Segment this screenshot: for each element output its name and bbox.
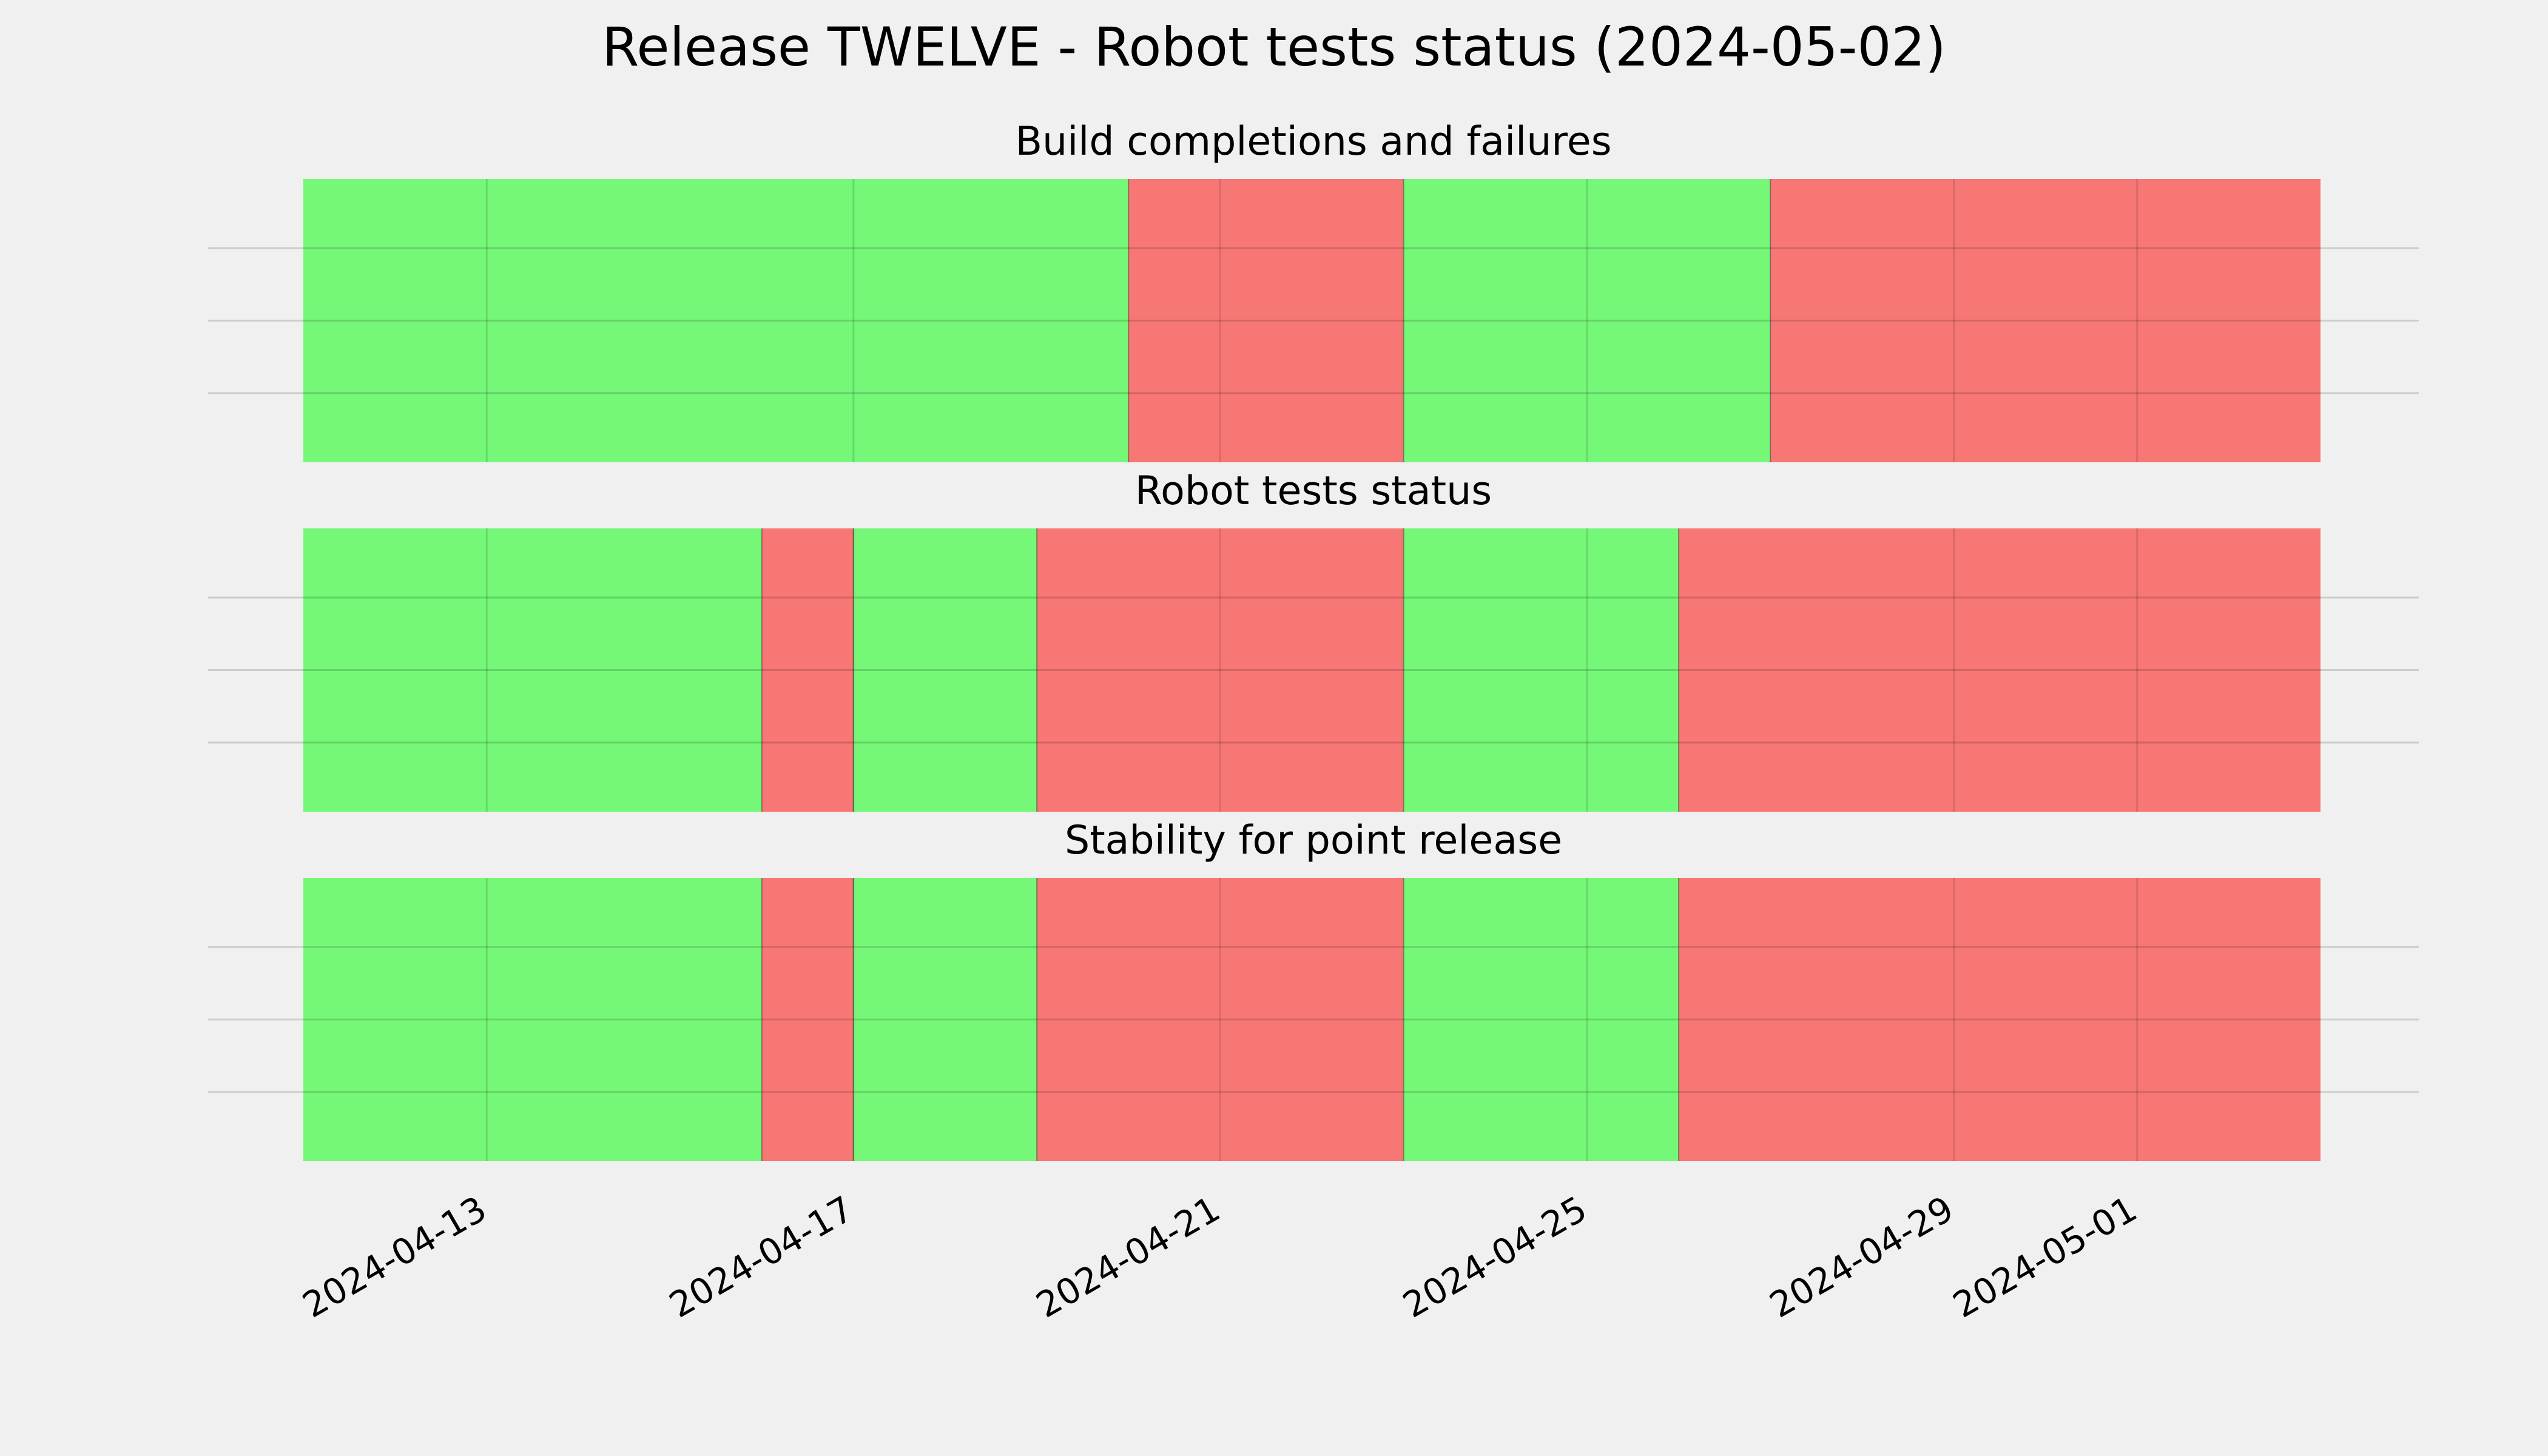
status-segment-pass xyxy=(1403,179,1771,462)
status-segment-fail xyxy=(1128,179,1404,462)
status-segment-pass xyxy=(853,528,1037,812)
status-segment-fail xyxy=(1679,878,2320,1161)
status-segment-pass xyxy=(303,528,762,812)
panel-title: Build completions and failures xyxy=(1015,119,1611,164)
status-segment-fail xyxy=(1037,528,1404,812)
status-segment-pass xyxy=(303,878,762,1161)
panel-1: Build completions and failures xyxy=(208,119,2419,462)
status-segment-pass xyxy=(1403,878,1679,1161)
panel-title: Robot tests status xyxy=(1135,468,1492,514)
status-segment-fail xyxy=(1037,878,1404,1161)
status-segment-pass xyxy=(303,179,1129,462)
status-segment-pass xyxy=(853,878,1037,1161)
panels-layer: Build completions and failures Robot test… xyxy=(208,119,2419,1161)
status-segment-fail xyxy=(761,878,854,1161)
panel-title: Stability for point release xyxy=(1065,818,1562,863)
status-segment-fail xyxy=(1770,179,2320,462)
status-segment-fail xyxy=(1679,528,2320,812)
status-segment-pass xyxy=(1403,528,1679,812)
status-segment-fail xyxy=(761,528,854,812)
panel-3: Stability for point release xyxy=(208,818,2419,1161)
chart-title: Release TWELVE - Robot tests status (202… xyxy=(602,16,1946,78)
panel-2: Robot tests status xyxy=(208,468,2419,812)
